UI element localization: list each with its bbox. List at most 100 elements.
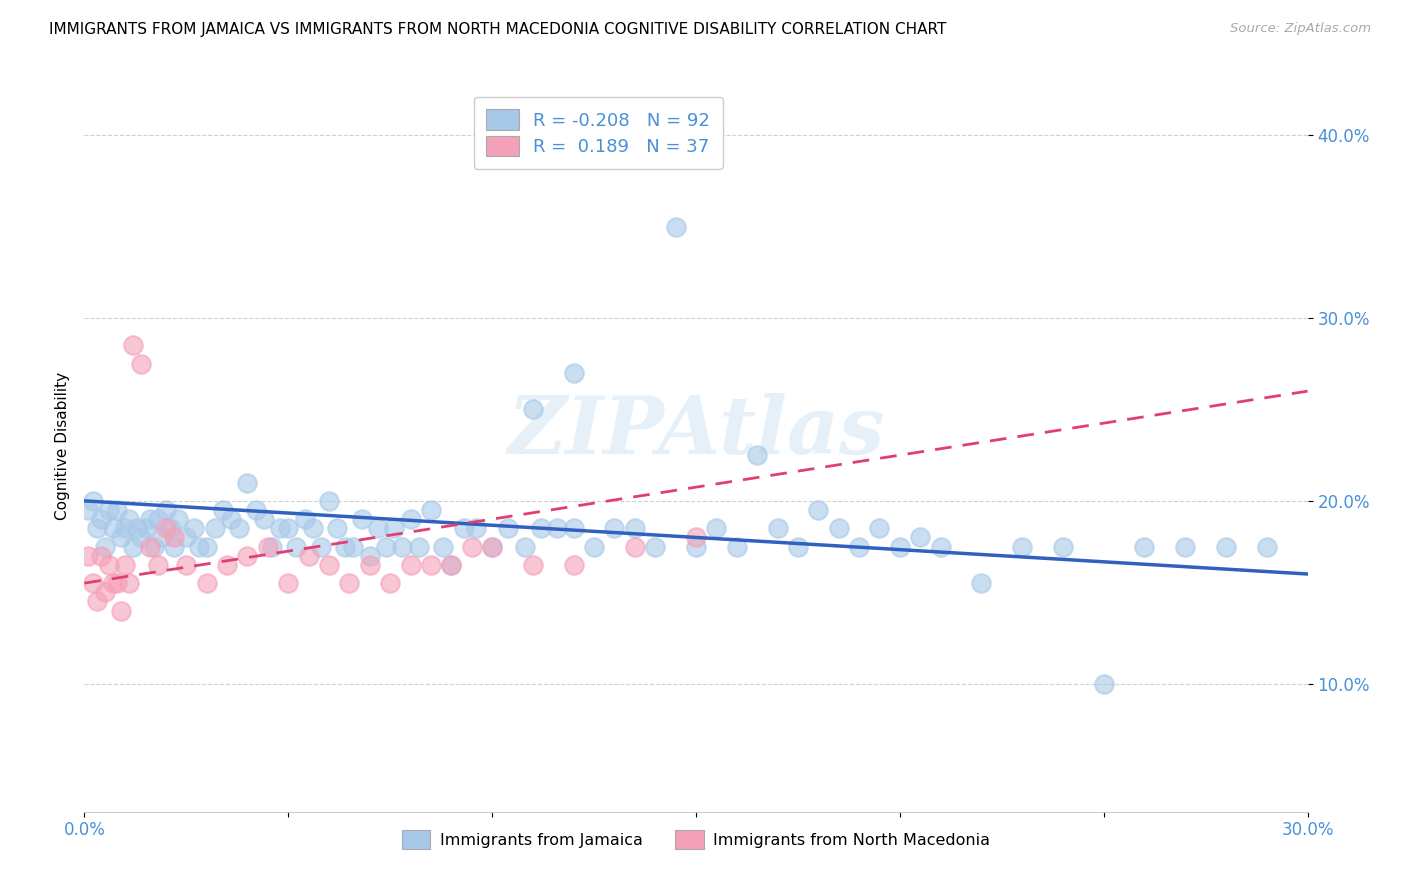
Point	[1011, 540, 1033, 554]
Point	[359, 558, 381, 572]
Point	[1174, 540, 1197, 554]
Point	[269, 521, 291, 535]
Point	[97, 503, 120, 517]
Point	[228, 521, 250, 535]
Point	[118, 512, 141, 526]
Point	[105, 576, 128, 591]
Point	[155, 521, 177, 535]
Legend: Immigrants from Jamaica, Immigrants from North Macedonia: Immigrants from Jamaica, Immigrants from…	[395, 823, 997, 855]
Point	[90, 512, 112, 526]
Point	[562, 521, 585, 535]
Point	[118, 576, 141, 591]
Point	[359, 549, 381, 563]
Point	[725, 540, 748, 554]
Point	[90, 549, 112, 563]
Point	[318, 494, 340, 508]
Point	[127, 521, 149, 535]
Point	[350, 512, 373, 526]
Point	[110, 530, 132, 544]
Point	[787, 540, 810, 554]
Point	[929, 540, 952, 554]
Point	[309, 540, 332, 554]
Point	[159, 521, 181, 535]
Point	[253, 512, 276, 526]
Point	[747, 448, 769, 462]
Point	[294, 512, 316, 526]
Point	[375, 540, 398, 554]
Point	[86, 594, 108, 608]
Point	[101, 521, 124, 535]
Point	[464, 521, 486, 535]
Point	[440, 558, 463, 572]
Point	[326, 521, 349, 535]
Point	[481, 540, 503, 554]
Point	[453, 521, 475, 535]
Point	[122, 540, 145, 554]
Point	[277, 576, 299, 591]
Point	[155, 503, 177, 517]
Point	[562, 366, 585, 380]
Point	[135, 521, 157, 535]
Point	[420, 503, 443, 517]
Point	[869, 521, 891, 535]
Point	[82, 494, 104, 508]
Point	[236, 475, 259, 490]
Point	[257, 540, 280, 554]
Point	[97, 558, 120, 572]
Point	[498, 521, 520, 535]
Point	[204, 521, 226, 535]
Point	[481, 540, 503, 554]
Point	[530, 521, 553, 535]
Point	[420, 558, 443, 572]
Point	[432, 540, 454, 554]
Point	[766, 521, 789, 535]
Point	[150, 530, 173, 544]
Point	[217, 558, 239, 572]
Point	[339, 576, 361, 591]
Point	[82, 576, 104, 591]
Point	[399, 558, 422, 572]
Point	[807, 503, 830, 517]
Point	[367, 521, 389, 535]
Point	[122, 338, 145, 352]
Point	[335, 540, 357, 554]
Point	[408, 540, 430, 554]
Point	[77, 503, 100, 517]
Y-axis label: Cognitive Disability: Cognitive Disability	[55, 372, 70, 520]
Point	[163, 530, 186, 544]
Point	[513, 540, 536, 554]
Point	[440, 558, 463, 572]
Point	[142, 540, 165, 554]
Point	[1092, 676, 1115, 690]
Point	[910, 530, 932, 544]
Point	[174, 530, 197, 544]
Point	[114, 521, 136, 535]
Point	[260, 540, 283, 554]
Point	[212, 503, 235, 517]
Point	[131, 357, 153, 371]
Point	[603, 521, 626, 535]
Point	[146, 512, 169, 526]
Point	[183, 521, 205, 535]
Point	[93, 540, 115, 554]
Point	[318, 558, 340, 572]
Point	[195, 540, 218, 554]
Point	[105, 503, 128, 517]
Point	[562, 558, 585, 572]
Point	[163, 540, 186, 554]
Point	[77, 549, 100, 563]
Point	[138, 540, 160, 554]
Point	[685, 530, 707, 544]
Point	[187, 540, 209, 554]
Point	[114, 558, 136, 572]
Point	[399, 512, 422, 526]
Point	[624, 540, 647, 554]
Point	[889, 540, 911, 554]
Point	[848, 540, 870, 554]
Point	[624, 521, 647, 535]
Point	[195, 576, 218, 591]
Point	[285, 540, 308, 554]
Point	[342, 540, 364, 554]
Point	[1052, 540, 1074, 554]
Point	[583, 540, 606, 554]
